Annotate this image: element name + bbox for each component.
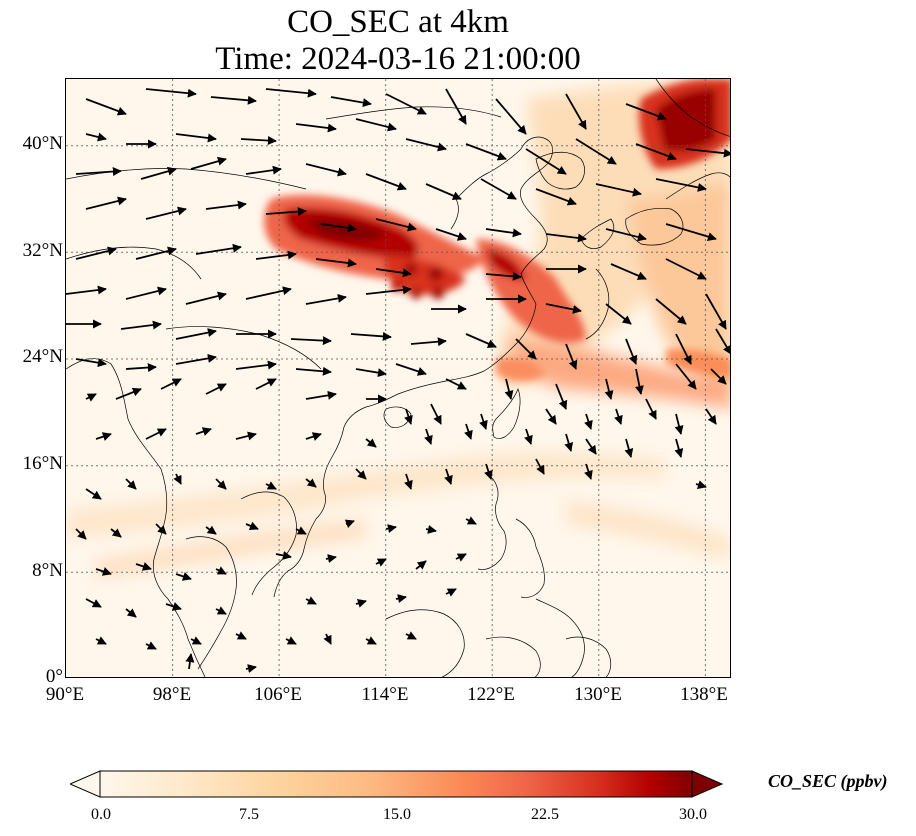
colorbar-tick-0: 0.0: [91, 806, 111, 823]
colorbar-tick-7-5: 7.5: [239, 806, 259, 823]
lat-tick-0: 0°: [45, 666, 63, 687]
lat-tick-16n: 16°N: [22, 453, 63, 474]
lon-tick-114e: 114°E: [361, 684, 409, 705]
colorbar: [70, 770, 724, 798]
lon-tick-138e: 138°E: [680, 684, 728, 705]
wind-vectors: [66, 88, 730, 674]
coastlines: [66, 79, 730, 677]
lon-tick-90e: 90°E: [45, 684, 85, 705]
lat-tick-8n: 8°N: [32, 560, 63, 581]
colorbar-extend-min: [70, 770, 101, 798]
map-title: CO_SEC at 4km: [287, 4, 509, 40]
lat-tick-40n: 40°N: [22, 133, 63, 154]
colorbar-tick-22-5: 22.5: [531, 806, 559, 823]
lat-tick-24n: 24°N: [22, 346, 63, 367]
colorbar-tick-15: 15.0: [383, 806, 411, 823]
colorbar-extend-max: [691, 770, 724, 798]
lon-tick-106e: 106°E: [254, 684, 302, 705]
lon-tick-98e: 98°E: [152, 684, 192, 705]
co-concentration-field: [66, 79, 730, 579]
colorbar-gradient: [99, 770, 693, 798]
gridlines: [66, 79, 730, 677]
map-subtitle-time: Time: 2024-03-16 21:00:00: [215, 41, 581, 77]
lat-tick-32n: 32°N: [22, 240, 63, 261]
lon-tick-130e: 130°E: [574, 684, 622, 705]
lon-tick-122e: 122°E: [467, 684, 515, 705]
map-panel[interactable]: [65, 78, 731, 678]
colorbar-tick-30: 30.0: [679, 806, 707, 823]
colorbar-title: CO_SEC (ppbv): [768, 771, 888, 791]
